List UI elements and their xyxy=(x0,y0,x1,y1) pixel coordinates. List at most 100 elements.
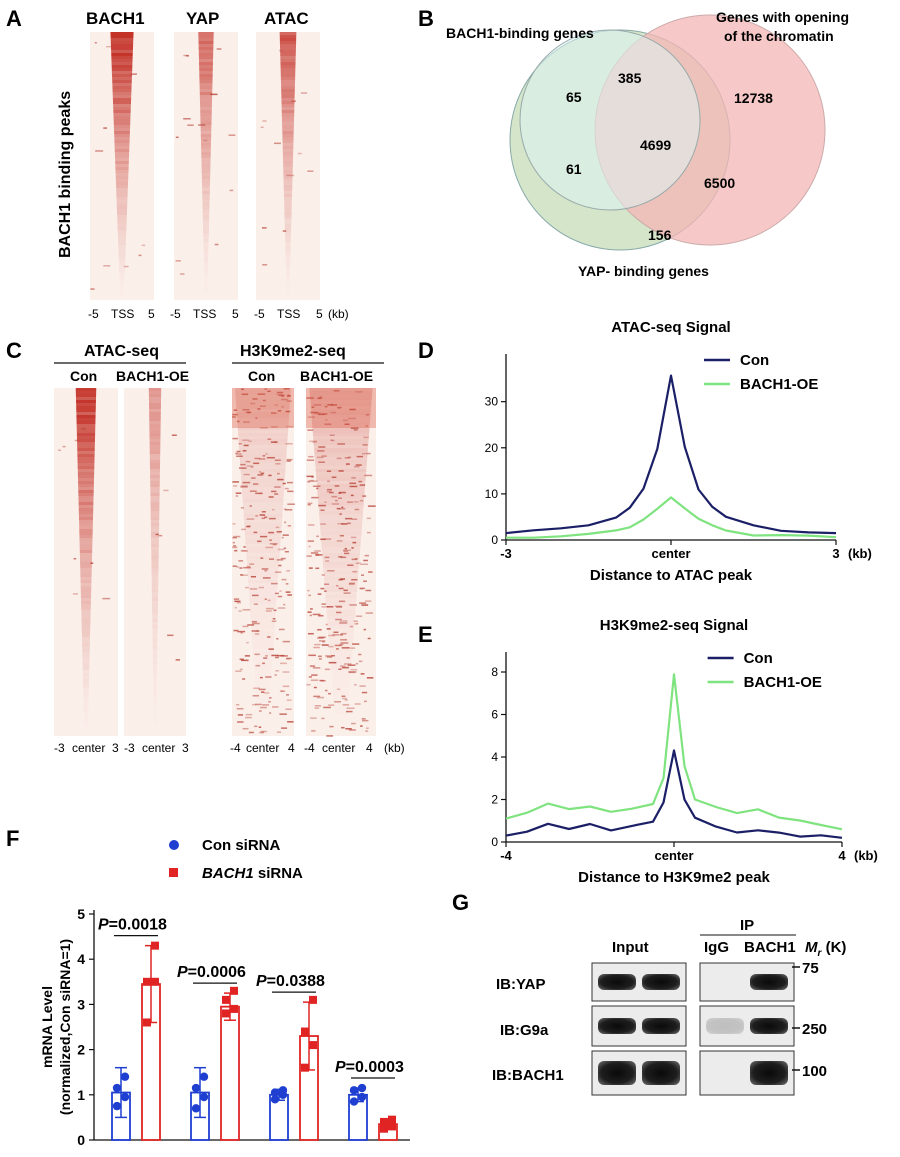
heatmap-yap-row xyxy=(203,257,209,260)
x-tick-label: center xyxy=(654,848,693,863)
heatmap-h3k9-con-speck xyxy=(269,712,272,714)
heatmap-h3k9-con-speck xyxy=(237,721,244,723)
heatmap-h3k9-con-speck xyxy=(272,618,276,620)
heatmap-h3k9-oe-row xyxy=(313,436,369,439)
heatmap-atac-con-row xyxy=(79,523,93,526)
heatmap-atac-oe-row xyxy=(151,559,159,562)
heatmap-h3k9-oe-row xyxy=(331,673,350,676)
heatmap-bach1-speck xyxy=(103,265,111,267)
heatmap-atac-oe-row xyxy=(150,520,160,523)
heatmap-yap-row xyxy=(203,230,209,233)
heatmap-h3k9-oe-row xyxy=(315,463,367,466)
heatmap-h3k9-oe-speck xyxy=(339,622,348,624)
heatmap-h3k9-con-speck xyxy=(242,625,249,628)
heatmap-h3k9-con-speck xyxy=(269,543,278,545)
heatmap-atac-row xyxy=(283,188,293,191)
heatmap-h3k9-oe-speck xyxy=(318,504,326,507)
heatmap-h3k9-oe-speck xyxy=(313,404,322,406)
heatmap-atac-row xyxy=(284,203,292,206)
heatmap-atac-con-row xyxy=(76,409,96,412)
heatmap-h3k9-oe-row xyxy=(331,670,351,673)
heatmap-atac-row xyxy=(280,59,296,62)
heatmap-h3k9-con-speck xyxy=(287,721,294,723)
heatmap-h3k9-con-speck xyxy=(233,535,241,538)
heatmap-atac-oe-row xyxy=(149,457,161,460)
y-tick-label: 1 xyxy=(77,1087,85,1103)
heatmap-atac-row xyxy=(282,122,294,125)
heatmap-bach1-row xyxy=(115,179,129,182)
heatmap-h3k9-con-speck xyxy=(285,410,291,413)
heatmap-h3k9-oe-speck xyxy=(313,686,317,689)
panel-a-ylabel: BACH1 binding peaks xyxy=(57,91,74,258)
heatmap-atac-row xyxy=(284,197,292,200)
heatmap-atac-oe-row xyxy=(154,703,157,706)
heatmap-atac-row xyxy=(287,290,290,293)
heatmap-h3k9-oe-speck xyxy=(314,707,320,709)
heatmap-h3k9-con-speck xyxy=(240,574,244,576)
y-tick-label: 5 xyxy=(77,906,85,922)
heatmap-atac-con-row xyxy=(83,688,89,691)
heatmap-atac-oe-row xyxy=(152,622,158,625)
heatmap-h3k9-oe-speck xyxy=(344,663,352,665)
heatmap-yap-row xyxy=(201,176,211,179)
heatmap-h3k9-con-speck xyxy=(259,676,263,679)
heatmap-atac-con-row xyxy=(84,706,89,709)
heatmap-yap-row xyxy=(204,269,208,272)
heatmap-h3k9-con-row xyxy=(237,421,289,424)
heatmap-atac-oe-row xyxy=(151,592,159,595)
heatmap-h3k9-con-row xyxy=(249,601,277,604)
heatmap-h3k9-oe-speck xyxy=(310,552,319,554)
heatmap-yap-row xyxy=(201,167,211,170)
heatmap-h3k9-con-speck xyxy=(242,439,249,441)
heatmap-atac-row xyxy=(282,125,294,128)
heatmap-yap-row xyxy=(203,254,209,257)
heatmap-h3k9-con-speck xyxy=(242,678,246,680)
heatmap-bach1-row xyxy=(116,206,128,209)
data-point xyxy=(309,995,317,1004)
data-point xyxy=(222,995,230,1004)
heatmap-atac-row xyxy=(281,83,295,86)
heatmap-bach1-speck xyxy=(106,45,112,48)
svg-text:4: 4 xyxy=(288,741,295,755)
heatmap-h3k9-oe-speck xyxy=(321,717,325,720)
heatmap-atac-row xyxy=(280,53,296,56)
heatmap-h3k9-con-row xyxy=(241,481,285,484)
heatmap-h3k9-con-speck xyxy=(286,694,289,696)
heatmap-yap-row xyxy=(200,116,212,119)
heatmap-h3k9-con-row xyxy=(253,655,272,658)
heatmap-h3k9-oe-speck xyxy=(354,501,359,503)
heatmap-atac-con-row xyxy=(76,436,96,439)
heatmap-h3k9-con-speck xyxy=(238,610,242,612)
heatmap-atac-con-row xyxy=(77,457,95,460)
heatmap-atac-oe-row xyxy=(152,628,158,631)
heatmap-h3k9-con-speck xyxy=(233,629,239,632)
heatmap-h3k9-oe-speck xyxy=(365,452,371,455)
heatmap-h3k9-oe-row xyxy=(320,535,362,538)
blot-mr-label: Mr (K) xyxy=(805,939,846,959)
heatmap-h3k9-con-speck xyxy=(236,566,239,568)
heatmap-h3k9-con-speck xyxy=(279,690,284,692)
heatmap-h3k9-oe-speck xyxy=(342,704,350,706)
heatmap-atac-con-row xyxy=(78,484,94,487)
heatmap-h3k9-oe-speck xyxy=(348,582,355,585)
heatmap-atac-row xyxy=(285,266,291,269)
heatmap-h3k9-con xyxy=(232,388,295,736)
heatmap-h3k9-oe-speck xyxy=(306,555,312,557)
heatmap-atac-row xyxy=(283,194,293,197)
heatmap-h3k9-oe-speck xyxy=(320,523,326,525)
heatmap-atac-oe-row xyxy=(152,655,158,658)
heatmap-atac-oe-row xyxy=(151,565,159,568)
heatmap-atac-oe-row xyxy=(150,481,160,484)
heatmap-atac-con-row xyxy=(80,574,92,577)
heatmap-h3k9-oe-speck xyxy=(327,488,332,491)
heatmap-h3k9-oe-row xyxy=(319,520,363,523)
heatmap-h3k9-oe-speck xyxy=(311,674,318,676)
bar-chart-mrna: 0 1 2 3 4 5 mRNA Level (normalized,Con siRNA=1)… xyxy=(39,906,410,1157)
heatmap-atac-con-row xyxy=(80,571,92,574)
heatmap-h3k9-oe-speck xyxy=(314,705,322,707)
heatmap-bach1-row xyxy=(118,248,126,251)
heatmap-h3k9-con-speck xyxy=(286,481,293,484)
heatmap-atac-con-row xyxy=(77,472,95,475)
heatmap-yap-speck xyxy=(216,48,222,50)
heatmap-h3k9-con-row xyxy=(248,583,278,586)
